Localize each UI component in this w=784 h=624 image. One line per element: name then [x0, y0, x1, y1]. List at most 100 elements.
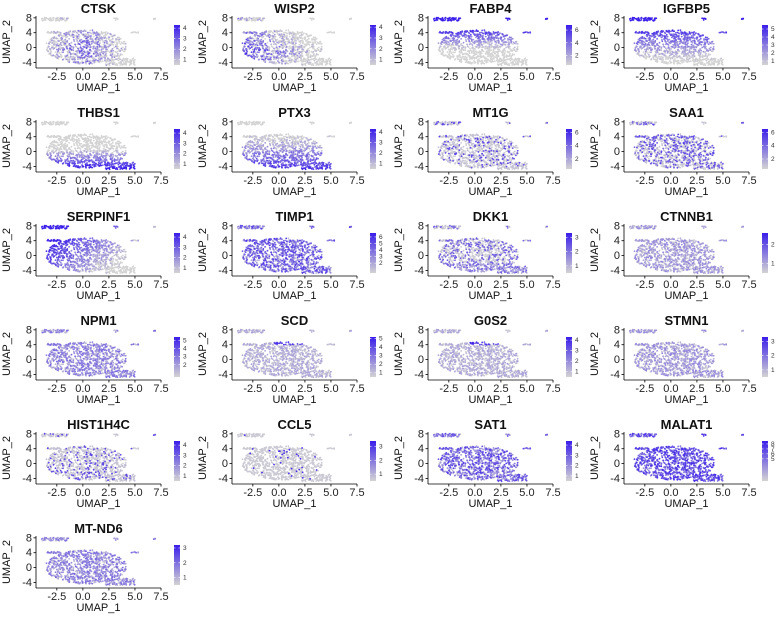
cell-point [645, 43, 647, 45]
cell-point [311, 64, 313, 66]
cell-point [274, 34, 276, 36]
cell-point [257, 40, 259, 42]
cell-point [459, 55, 461, 57]
cell-point [697, 37, 699, 39]
cell-point [696, 63, 698, 65]
cell-point [502, 45, 504, 47]
cell-point [259, 33, 261, 35]
cell-point [112, 142, 114, 144]
cell-point [75, 46, 77, 48]
cell-point [291, 61, 293, 63]
cell-point [281, 59, 283, 61]
cell-point [91, 43, 93, 45]
cell-point [72, 138, 74, 140]
cell-point [311, 51, 313, 53]
cell-point [493, 52, 495, 54]
cell-point [474, 42, 476, 44]
cell-point [83, 62, 85, 64]
cell-point [649, 18, 651, 20]
cell-point [246, 39, 248, 41]
cell-point [519, 61, 521, 63]
cell-point [481, 63, 483, 65]
cell-point [482, 37, 484, 39]
cell-point [249, 17, 251, 19]
cell-point [299, 32, 301, 34]
cell-point [642, 55, 644, 57]
cell-point [58, 35, 60, 37]
cell-point [118, 146, 120, 148]
cell-point [109, 144, 111, 146]
cell-point [261, 44, 263, 46]
cell-point [265, 43, 267, 45]
cell-point [682, 42, 684, 44]
cell-point [687, 40, 689, 42]
colorbar-tick-label: 3 [771, 42, 775, 49]
cell-point [98, 142, 100, 144]
x-tick-label: 7.5 [153, 71, 168, 83]
cell-point [503, 36, 505, 38]
panel-title: CTSK [81, 1, 117, 16]
cell-point [715, 61, 717, 63]
cell-point [511, 59, 513, 61]
cell-point [439, 45, 441, 47]
cell-point [47, 50, 49, 52]
cell-point [449, 51, 451, 53]
cell-point [264, 61, 266, 63]
cell-point [258, 59, 260, 61]
cell-point [134, 62, 136, 64]
cell-point [132, 136, 134, 138]
cell-point [73, 143, 75, 145]
cell-point [44, 121, 46, 123]
cell-point [508, 43, 510, 45]
cell-point [116, 152, 118, 154]
cell-point [517, 61, 519, 63]
cell-point [672, 29, 674, 31]
cell-point [300, 51, 302, 53]
cell-point [509, 36, 511, 38]
cell-point [97, 41, 99, 43]
cell-point [514, 63, 516, 65]
cell-point [97, 54, 99, 56]
cell-point [664, 32, 666, 34]
cell-point [284, 43, 286, 45]
cell-point [690, 51, 692, 53]
cell-point [56, 41, 58, 43]
cell-point [498, 34, 500, 36]
cell-point [687, 37, 689, 39]
cell-point [639, 38, 641, 40]
cell-point [444, 41, 446, 43]
cell-point [517, 63, 519, 65]
cell-point [77, 48, 79, 50]
cell-point [722, 31, 724, 33]
cell-point [64, 39, 66, 41]
cell-point [641, 40, 643, 42]
cell-point [121, 48, 123, 50]
cell-point [662, 53, 664, 55]
cell-point [248, 19, 250, 21]
cell-point [468, 41, 470, 43]
cell-point [471, 39, 473, 41]
cell-point [294, 56, 296, 58]
cell-point [302, 41, 304, 43]
cell-point [56, 54, 58, 56]
cell-point [55, 20, 57, 22]
cell-point [495, 35, 497, 37]
cell-point [630, 20, 632, 22]
cell-point [698, 42, 700, 44]
cell-point [87, 56, 89, 58]
cell-point [697, 59, 699, 61]
cell-point [119, 50, 121, 52]
cell-point [513, 54, 515, 56]
cell-point [260, 43, 262, 45]
cell-point [512, 43, 514, 45]
cell-point [485, 53, 487, 55]
cell-point [462, 56, 464, 58]
cell-point [472, 46, 474, 48]
cell-point [62, 59, 64, 61]
cell-point [485, 41, 487, 43]
cell-point [508, 55, 510, 57]
cell-point [272, 46, 274, 48]
cell-point [253, 55, 255, 57]
cell-point [484, 48, 486, 50]
